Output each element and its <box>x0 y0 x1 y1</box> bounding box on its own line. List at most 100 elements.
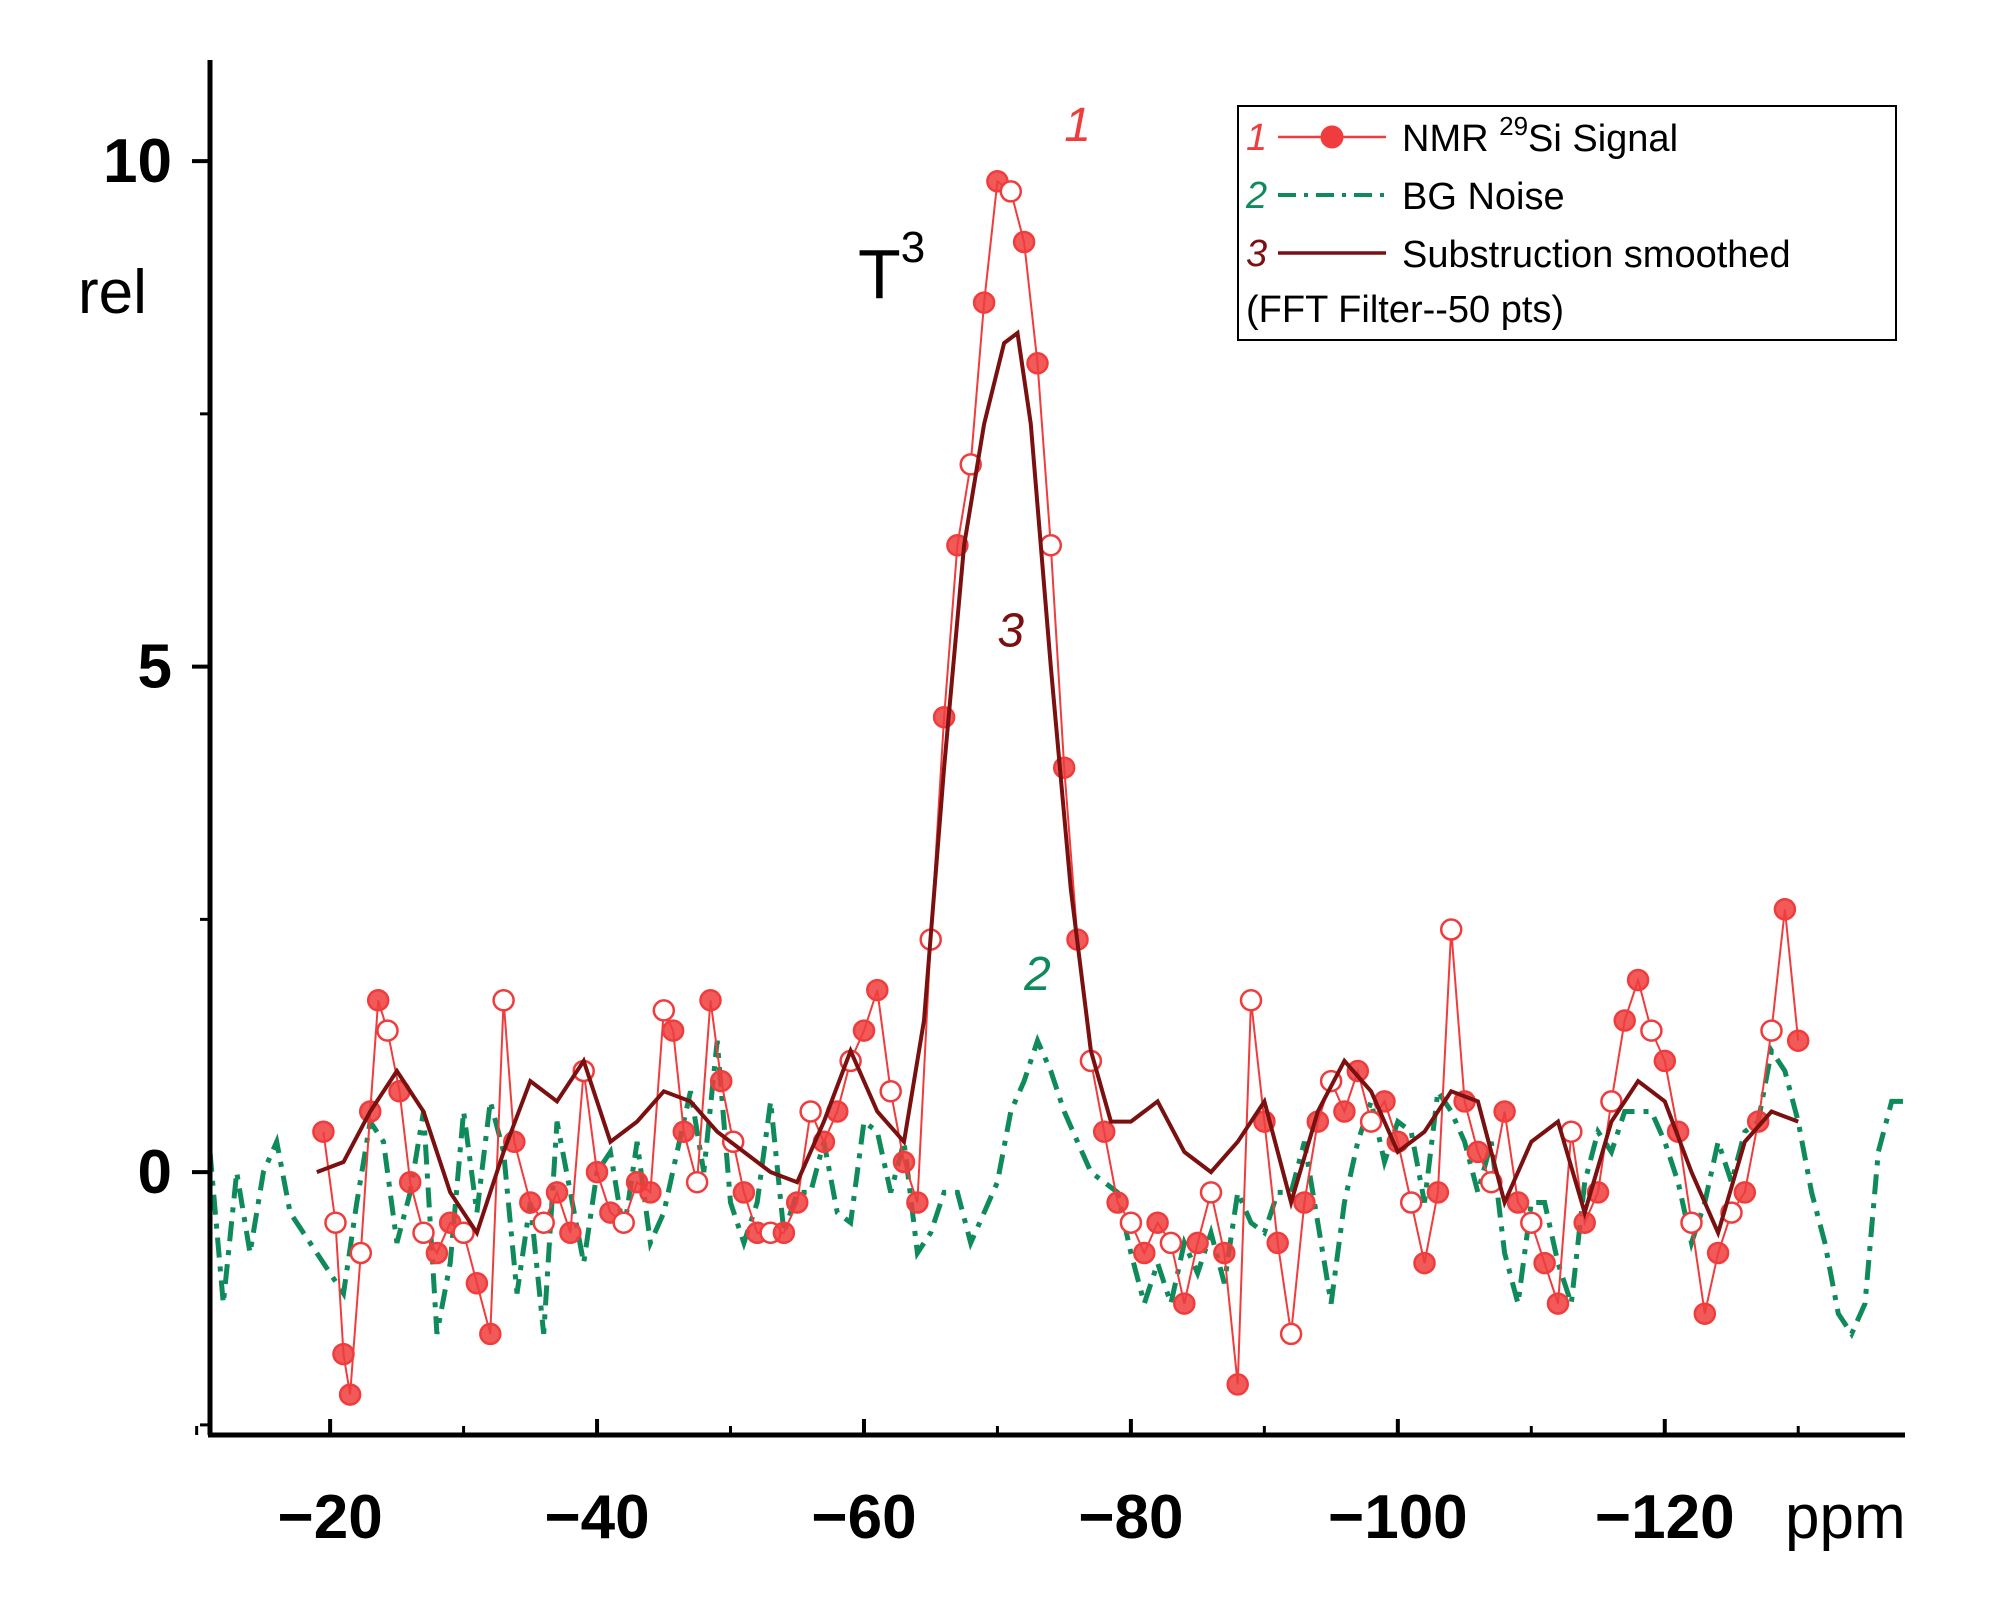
nmr-signal-point <box>1773 898 1797 921</box>
nmr-signal-point <box>1399 1191 1423 1214</box>
nmr-signal-point <box>672 1120 696 1143</box>
nmr-signal-point <box>1613 1009 1636 1032</box>
nmr-signal-point <box>545 1181 569 1204</box>
nmr-signal-point <box>866 978 889 1002</box>
nmr-signal-point <box>1506 1191 1530 1214</box>
nmr-signal-point <box>892 1150 916 1174</box>
plot-area <box>207 170 1905 1406</box>
nmr-signal-point <box>1359 1110 1383 1133</box>
nmr-signal-point <box>519 1191 542 1214</box>
nmr-signal-point <box>559 1221 582 1245</box>
legend-label-1-rest: Si Signal <box>1528 118 1678 160</box>
nmr-signal-point <box>425 1241 449 1265</box>
x-tick-label-3: −80 <box>1078 1483 1183 1552</box>
nmr-signal-point <box>685 1170 709 1194</box>
nmr-signal-point <box>1733 1181 1757 1204</box>
y-axis-title: rel <box>78 258 147 327</box>
nmr-signal-point <box>1493 1100 1516 1123</box>
t3-superscript: 3 <box>901 223 925 272</box>
legend-label-1: NMR 29Si Signal <box>1402 111 1678 160</box>
legend-label-3-extra: (FFT Filter--50 pts) <box>1246 289 1564 331</box>
nmr-signal-point <box>332 1342 355 1366</box>
nmr-signal-point <box>452 1221 475 1245</box>
curve-label-3: 3 <box>997 604 1024 657</box>
nmr-signal-point <box>612 1211 635 1234</box>
nmr-signal-point <box>1653 1049 1677 1073</box>
x-tick-label-2: −60 <box>811 1483 916 1552</box>
nmr-signal-point <box>479 1322 502 1346</box>
nmr-signal-point <box>1413 1251 1436 1275</box>
nmr-signal-point <box>732 1181 756 1204</box>
nmr-signal-point <box>1146 1211 1169 1234</box>
legend-box <box>1237 105 1897 341</box>
nmr-signal-point <box>1119 1211 1143 1234</box>
x-tick-label-5: −120 <box>1595 1483 1735 1552</box>
nmr-signal-point <box>1600 1090 1623 1113</box>
series-substruction-line <box>316 329 1799 1239</box>
nmr-signal-point <box>1012 230 1036 254</box>
nmr-signal-point <box>709 1069 733 1093</box>
nmr-signal-point <box>324 1211 347 1234</box>
nmr-signal-point <box>465 1272 489 1295</box>
nmr-signal-point <box>799 1100 822 1123</box>
legend-number-3: 3 <box>1246 233 1267 275</box>
legend-label-1-main: NMR <box>1402 118 1499 160</box>
y-tick-label-2: 10 <box>103 127 172 196</box>
nmr-signal-point <box>1680 1211 1703 1234</box>
x-tick-label-1: −40 <box>544 1483 649 1552</box>
nmr-signal-point <box>1640 1019 1663 1042</box>
nmr-signal-point <box>1626 968 1650 992</box>
nmr-signal-point <box>312 1120 335 1143</box>
nmr-signal-point <box>1346 1059 1370 1083</box>
t3-annotation: T3 <box>858 223 925 313</box>
legend-label-3: Substruction smoothed <box>1402 234 1791 276</box>
nmr-signal-point <box>1173 1292 1196 1315</box>
legend-label-2: BG Noise <box>1402 176 1565 218</box>
nmr-signal-point <box>772 1221 796 1245</box>
x-ticks: −20 −40 −60 −80 −100 −120 <box>195 1419 1800 1552</box>
nmr-signal-point <box>1213 1241 1236 1265</box>
nmr-signal-point <box>1746 1110 1770 1133</box>
nmr-signal-point <box>1439 918 1463 941</box>
legend-marker-1 <box>1320 125 1344 149</box>
nmr-signal-point <box>1159 1231 1183 1255</box>
nmr-signal-point <box>1026 352 1049 375</box>
nmr-signal-point <box>999 180 1023 203</box>
nmr-signal-point <box>338 1383 362 1406</box>
nmr-signal-point <box>1052 756 1076 779</box>
nmr-signal-point <box>1693 1302 1717 1325</box>
nmr-signal-point <box>852 1019 876 1042</box>
nmr-signal-point <box>661 1019 685 1042</box>
t3-main: T <box>858 235 901 313</box>
legend: 1 NMR 29Si Signal 2 BG Noise 3 Substruct… <box>1237 105 1897 341</box>
y-tick-label-0: 0 <box>138 1138 172 1207</box>
series-bg-noise-line <box>207 1033 1905 1340</box>
nmr-signal-point <box>1466 1140 1490 1164</box>
nmr-signal-point <box>1266 1231 1289 1255</box>
curve-label-2: 2 <box>1023 948 1051 1001</box>
nmr-signal-point <box>585 1160 609 1184</box>
curve-label-1: 1 <box>1064 99 1091 152</box>
nmr-signal-point <box>1293 1191 1316 1214</box>
legend-number-1: 1 <box>1246 117 1267 159</box>
nmr-signal-point <box>376 1019 399 1042</box>
nmr-signal-point <box>906 1191 929 1214</box>
legend-label-1-sup: 29 <box>1499 111 1528 141</box>
nmr-signal-point <box>1426 1181 1450 1204</box>
nmr-signal-point <box>349 1241 373 1265</box>
nmr-signal-point <box>1533 1251 1556 1275</box>
nmr-signal-point <box>785 1191 809 1214</box>
nmr-signal-point <box>639 1181 662 1204</box>
nmr-signal-point <box>699 989 722 1012</box>
nmr-signal-point <box>532 1211 555 1234</box>
nmr-signal-point <box>1092 1120 1116 1143</box>
x-axis-title: ppm <box>1785 1483 1906 1552</box>
nmr-signal-point <box>652 999 676 1022</box>
nmr-signal-point <box>1239 989 1263 1012</box>
nmr-signal-point <box>1133 1241 1156 1265</box>
y-tick-label-1: 5 <box>138 633 172 702</box>
nmr-signal-point <box>1039 534 1063 557</box>
nmr-signal-point <box>412 1221 435 1245</box>
x-tick-label-4: −100 <box>1328 1483 1468 1552</box>
